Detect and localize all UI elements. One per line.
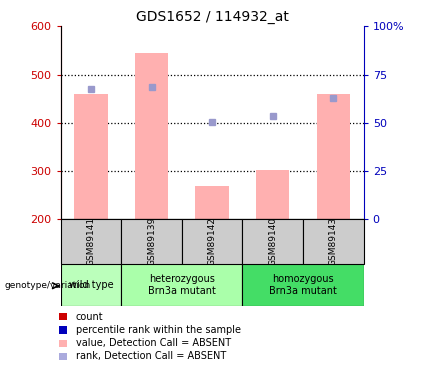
Bar (135, 53, 168, 219)
Bar (121, 264, 242, 306)
Text: wild type: wild type (68, 280, 113, 290)
Bar (242, 219, 303, 264)
Text: GSM89142: GSM89142 (208, 217, 216, 266)
Bar (242, 264, 364, 306)
Bar (74, 94, 108, 219)
Bar (303, 219, 364, 264)
Text: GSM89139: GSM89139 (147, 217, 156, 267)
Text: genotype/variation: genotype/variation (4, 281, 90, 290)
Bar (59, 352, 67, 360)
Title: GDS1652 / 114932_at: GDS1652 / 114932_at (136, 10, 289, 24)
Bar (59, 339, 67, 347)
Text: homozygous
Brn3a mutant: homozygous Brn3a mutant (269, 274, 337, 296)
Text: count: count (76, 312, 103, 322)
Bar (61, 219, 121, 264)
Bar (121, 219, 182, 264)
Text: GSM89143: GSM89143 (329, 217, 338, 266)
Text: rank, Detection Call = ABSENT: rank, Detection Call = ABSENT (76, 351, 226, 361)
Bar (196, 186, 229, 219)
Text: value, Detection Call = ABSENT: value, Detection Call = ABSENT (76, 338, 231, 348)
Bar (256, 170, 290, 219)
Text: heterozygous
Brn3a mutant: heterozygous Brn3a mutant (148, 274, 216, 296)
Bar (59, 326, 67, 334)
Bar (59, 313, 67, 321)
Bar (182, 219, 242, 264)
Bar (317, 94, 350, 219)
Text: GSM89140: GSM89140 (268, 217, 277, 266)
Text: GSM89141: GSM89141 (87, 217, 95, 266)
Text: percentile rank within the sample: percentile rank within the sample (76, 325, 241, 335)
Bar (61, 264, 121, 306)
